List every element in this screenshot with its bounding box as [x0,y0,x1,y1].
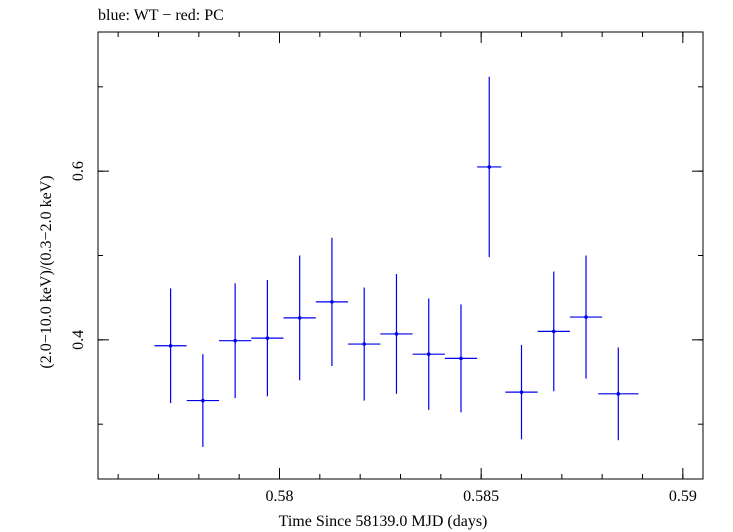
y-tick-label: 0.6 [70,161,87,181]
data-point [283,255,316,381]
data-marker [487,165,492,169]
data-marker [426,352,431,356]
data-point [380,274,413,394]
data-point [537,271,570,392]
data-point [412,298,445,410]
chart-title: blue: WT − red: PC [98,7,224,24]
x-tick-label: 0.58 [266,488,294,505]
data-point [598,347,639,441]
data-marker [297,316,302,320]
data-marker [168,343,173,348]
data-point [219,283,252,399]
data-point [505,344,538,440]
data-point [348,287,381,401]
data-point [444,304,478,413]
data-marker [459,356,463,361]
data-series [154,76,639,447]
y-axis-label: (2.0−10.0 keV)/(0.3−2.0 keV) [38,175,55,368]
data-marker [584,315,588,319]
data-marker [330,300,334,304]
x-tick-label: 0.585 [463,488,499,505]
data-point [569,255,603,379]
data-marker [362,342,367,346]
data-marker [551,329,556,334]
x-axis-label: Time Since 58139.0 MJD (days) [279,513,488,530]
data-marker [201,398,205,403]
data-point [186,354,219,447]
y-tick-label: 0.4 [70,330,87,350]
data-marker [233,338,237,343]
data-marker [265,336,270,340]
data-point [315,237,349,366]
data-marker [394,332,399,336]
axis-ticks [98,32,703,479]
data-point [154,288,187,404]
x-tick-label: 0.59 [669,488,697,505]
data-point [477,76,502,258]
tick-labels: 0.58 0.585 0.59 0.4 0.6 [70,161,697,505]
plot-frame [97,31,704,480]
data-marker [519,390,524,394]
data-marker [616,392,621,396]
data-point [251,279,284,397]
